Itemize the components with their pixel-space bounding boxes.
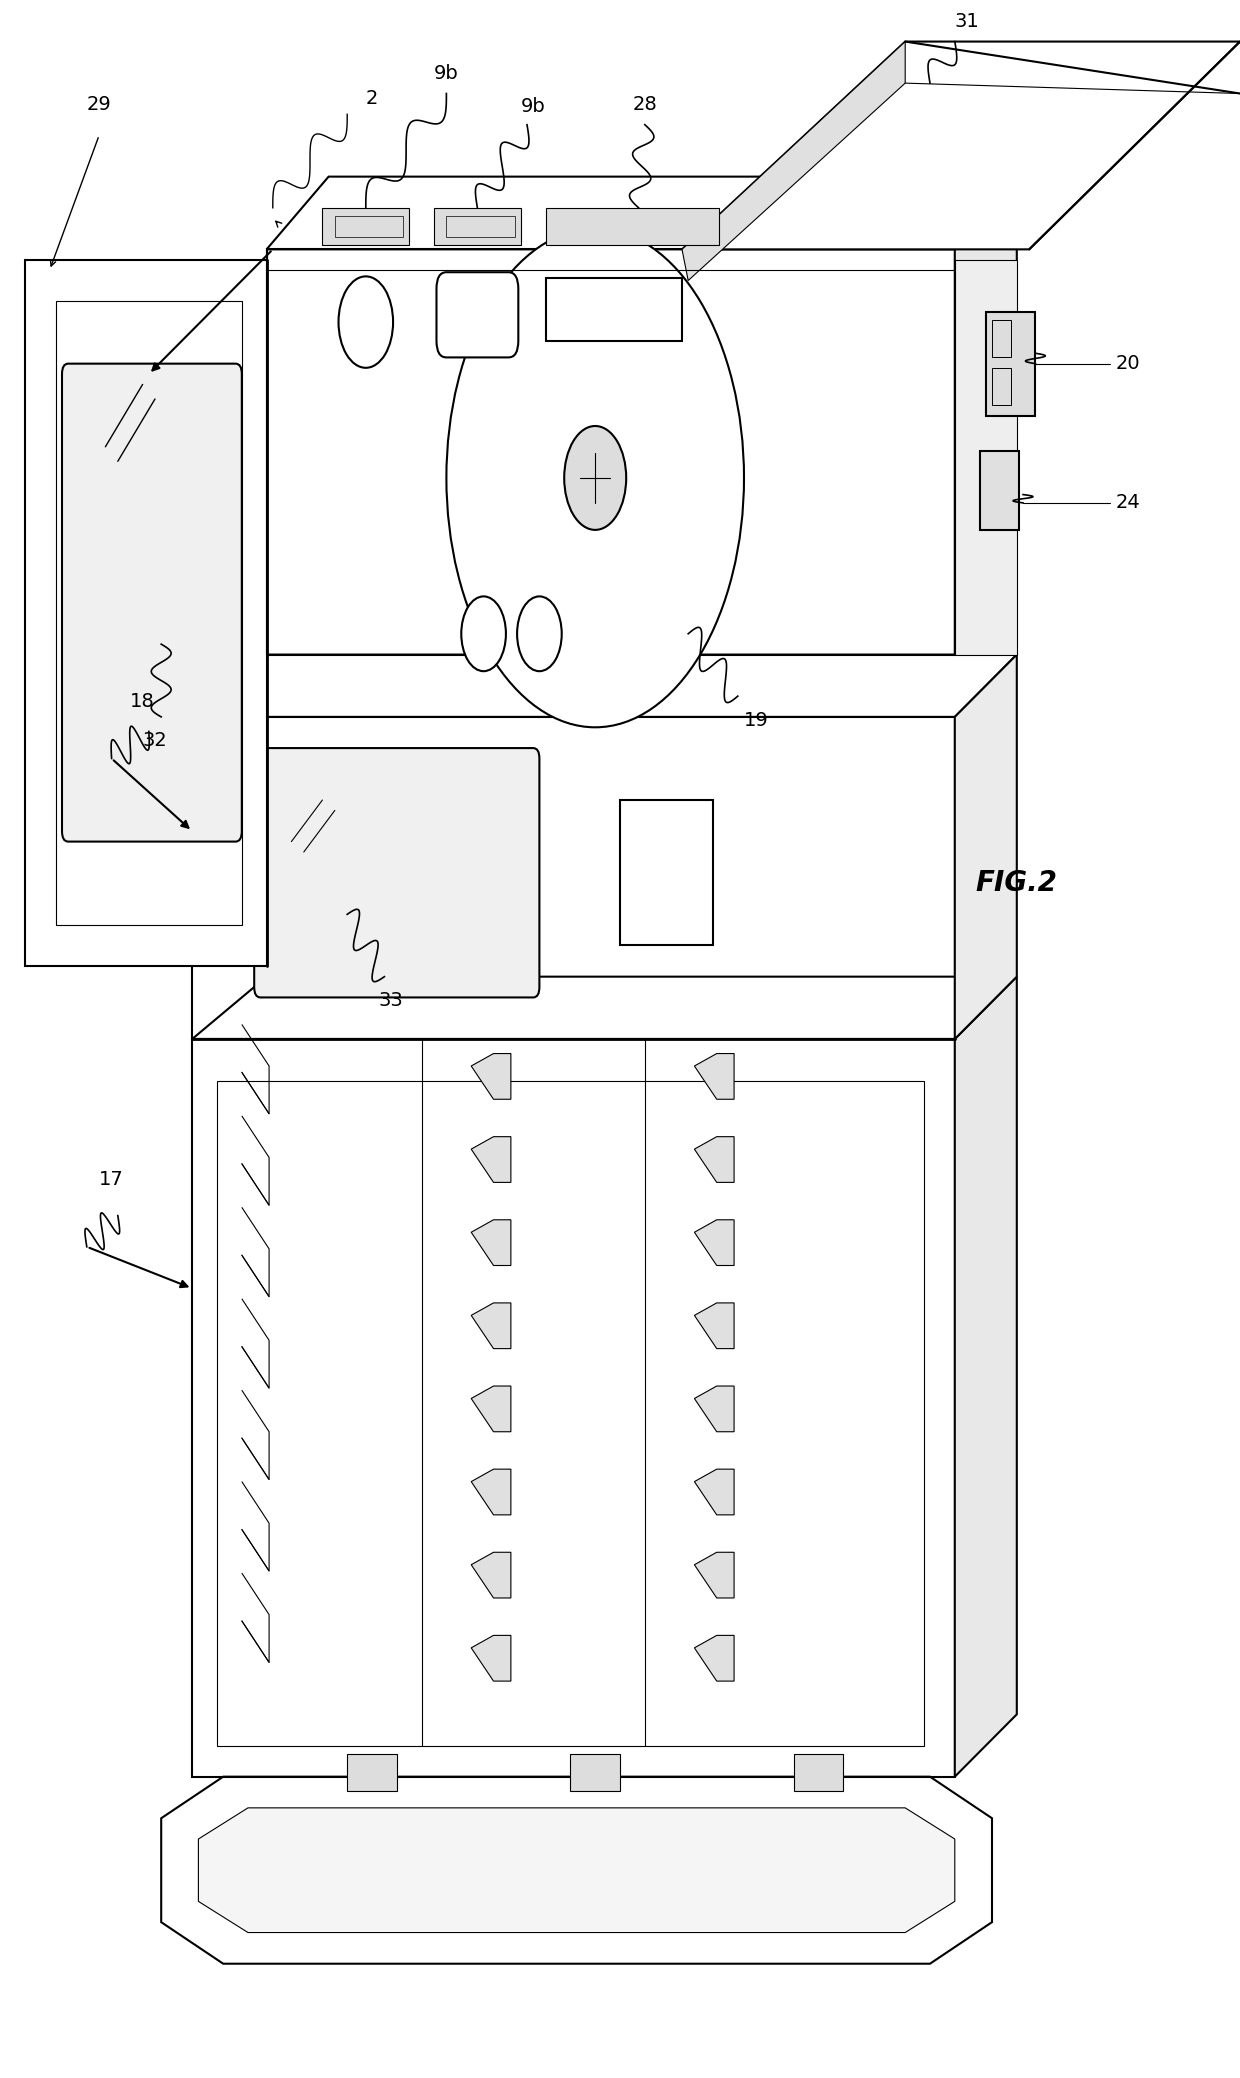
Bar	[446, 216, 515, 237]
Circle shape	[564, 426, 626, 530]
Bar	[546, 208, 719, 245]
Text: 19: 19	[744, 711, 769, 729]
Bar	[570, 1754, 620, 1791]
Polygon shape	[471, 1469, 511, 1515]
Polygon shape	[471, 1552, 511, 1598]
Bar	[347, 1754, 397, 1791]
Polygon shape	[471, 1137, 511, 1182]
Polygon shape	[955, 977, 1017, 1777]
Polygon shape	[694, 1552, 734, 1598]
Text: 17: 17	[99, 1170, 124, 1189]
Bar	[217, 1081, 924, 1746]
Text: 29: 29	[87, 96, 112, 114]
Bar	[335, 216, 403, 237]
Bar	[992, 368, 1011, 405]
Circle shape	[446, 229, 744, 727]
Polygon shape	[694, 1054, 734, 1099]
Bar	[322, 208, 409, 245]
Text: 9b: 9b	[434, 64, 459, 83]
Bar	[434, 208, 521, 245]
Bar	[546, 278, 682, 341]
Circle shape	[339, 276, 393, 368]
Polygon shape	[471, 1054, 511, 1099]
Circle shape	[461, 596, 506, 671]
Text: 33: 33	[378, 991, 403, 1010]
Text: 9b: 9b	[521, 98, 546, 116]
Text: 20: 20	[1116, 353, 1141, 374]
Polygon shape	[694, 1635, 734, 1681]
Polygon shape	[694, 1220, 734, 1266]
Bar	[955, 260, 1017, 655]
Polygon shape	[694, 1303, 734, 1349]
Polygon shape	[25, 260, 267, 966]
Text: 24: 24	[1116, 492, 1141, 513]
Polygon shape	[694, 1469, 734, 1515]
Polygon shape	[694, 1137, 734, 1182]
Polygon shape	[161, 1777, 992, 1964]
Bar	[620, 800, 713, 945]
Bar	[794, 1754, 843, 1791]
Polygon shape	[471, 1386, 511, 1432]
Text: 32: 32	[143, 731, 167, 750]
Polygon shape	[471, 1220, 511, 1266]
Polygon shape	[955, 177, 1017, 655]
Circle shape	[517, 596, 562, 671]
Polygon shape	[198, 1808, 955, 1933]
Bar	[980, 451, 1019, 530]
Polygon shape	[471, 1303, 511, 1349]
Text: 31: 31	[955, 12, 980, 31]
Polygon shape	[682, 42, 1240, 249]
Text: 28: 28	[632, 96, 657, 114]
FancyBboxPatch shape	[436, 272, 518, 357]
Text: 2: 2	[366, 89, 378, 108]
Bar	[992, 320, 1011, 357]
Text: 18: 18	[130, 692, 155, 711]
Polygon shape	[955, 655, 1017, 1039]
FancyBboxPatch shape	[62, 364, 242, 842]
Text: FIG.2: FIG.2	[976, 869, 1058, 898]
Bar	[986, 312, 1035, 416]
Polygon shape	[682, 42, 905, 281]
FancyBboxPatch shape	[254, 748, 539, 997]
Polygon shape	[471, 1635, 511, 1681]
Polygon shape	[694, 1386, 734, 1432]
